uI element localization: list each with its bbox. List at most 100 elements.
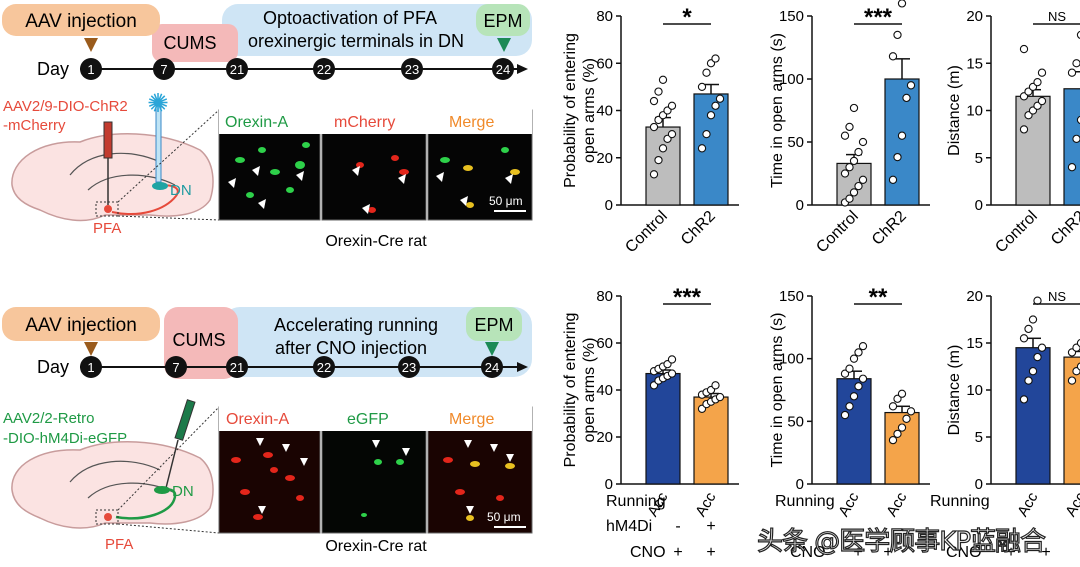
cell bbox=[285, 475, 295, 481]
y-axis-label: Probability of entering bbox=[562, 313, 579, 468]
virus-line2: -DIO-hM4Di-eGFP bbox=[3, 430, 127, 447]
data-point bbox=[1024, 376, 1033, 385]
x-tick-label: Acc bbox=[883, 489, 910, 520]
cells-merge bbox=[443, 457, 515, 521]
data-point bbox=[902, 93, 911, 103]
data-point bbox=[711, 381, 720, 390]
y-tick-label: 15 bbox=[966, 55, 983, 72]
scale-bar-label: 50 μm bbox=[489, 194, 523, 208]
data-point bbox=[1067, 163, 1077, 172]
virus-line1: AAV2/9-DIO-ChR2 bbox=[3, 98, 128, 115]
x-tick-label: ChR2 bbox=[869, 208, 910, 249]
timeline-arrowhead bbox=[517, 64, 528, 74]
arrowhead-icon bbox=[362, 204, 370, 214]
data-point bbox=[849, 103, 859, 113]
pfa-projection bbox=[111, 184, 179, 216]
arrowhead-icon bbox=[296, 171, 304, 181]
cell bbox=[356, 162, 364, 168]
phase-line1: Optoactivation of PFA bbox=[263, 8, 437, 28]
day-dot bbox=[313, 356, 335, 378]
data-point bbox=[1024, 324, 1033, 334]
image-label-merge: Merge bbox=[449, 114, 494, 131]
timeline-arrowhead bbox=[517, 362, 528, 372]
cell bbox=[496, 495, 504, 501]
data-point bbox=[849, 156, 859, 166]
cell bbox=[470, 461, 480, 467]
y-axis-label: Time in open arms (s) bbox=[769, 313, 786, 468]
watermark: 头条 @医学顾事KP蓝融合 bbox=[756, 526, 1046, 557]
day-number: 7 bbox=[160, 62, 167, 77]
data-point bbox=[854, 348, 863, 357]
y-tick-label: 100 bbox=[779, 351, 804, 368]
data-point bbox=[845, 364, 854, 373]
y-tick-label: 0 bbox=[605, 476, 613, 493]
data-point bbox=[897, 0, 907, 8]
data-point bbox=[888, 52, 898, 61]
data-point bbox=[893, 30, 902, 40]
day-label: Day bbox=[37, 59, 69, 79]
image-label-orexin: Orexin-A bbox=[226, 411, 289, 428]
cums-label: CUMS bbox=[173, 330, 226, 350]
pfa-region bbox=[104, 513, 112, 521]
arrowhead-icon bbox=[258, 199, 266, 209]
y-tick-label: 5 bbox=[975, 150, 983, 167]
data-point bbox=[893, 429, 902, 439]
cno-value: + bbox=[853, 544, 862, 561]
arrowhead-icon bbox=[505, 174, 513, 184]
x-tick-label: Acc bbox=[692, 489, 719, 520]
x-tick-label: Control bbox=[992, 208, 1040, 256]
cells-red bbox=[356, 155, 409, 213]
data-point bbox=[845, 122, 854, 132]
image-label-egfp: eGFP bbox=[347, 411, 389, 428]
aav-arrow bbox=[84, 38, 98, 52]
y-tick-label: 5 bbox=[975, 429, 983, 446]
aav-box bbox=[2, 307, 160, 341]
epm-arrow bbox=[497, 38, 511, 52]
cell bbox=[302, 142, 310, 148]
x-tick-label: Acc bbox=[835, 489, 862, 520]
top-timeline: AAV injection CUMS Optoactivation of PFA… bbox=[2, 4, 532, 80]
running-label: Running bbox=[930, 493, 990, 510]
y-tick-label: 15 bbox=[966, 335, 983, 352]
bar bbox=[884, 411, 920, 485]
day-dot bbox=[401, 58, 423, 80]
chart-bot-prob: 0 20 40 60 80 Probability of entering open arm… bbox=[562, 284, 739, 520]
data-point bbox=[715, 392, 725, 402]
image-label-merge: Merge bbox=[449, 411, 494, 428]
data-point bbox=[1067, 68, 1077, 77]
data-point bbox=[906, 407, 916, 416]
virus-line2: -mCherry bbox=[3, 117, 66, 134]
cell bbox=[258, 147, 266, 153]
significance-label: NS bbox=[1048, 289, 1066, 304]
arrowhead-icon bbox=[490, 444, 498, 452]
y-tick-label: 0 bbox=[796, 197, 804, 214]
data-point bbox=[854, 181, 863, 191]
cell bbox=[246, 192, 254, 198]
zoom-line bbox=[117, 406, 220, 511]
cell bbox=[374, 459, 382, 465]
data-point bbox=[702, 129, 711, 139]
arrowhead-icon bbox=[256, 438, 264, 446]
data-point bbox=[1033, 352, 1042, 362]
y-tick-label: 100 bbox=[779, 71, 804, 88]
cums-box bbox=[152, 24, 238, 62]
data-point bbox=[649, 170, 659, 179]
data-point bbox=[858, 374, 868, 383]
cell bbox=[399, 169, 409, 175]
day-dot bbox=[153, 58, 175, 80]
y-tick-label: 40 bbox=[596, 103, 613, 120]
phase-line1: Accelerating running bbox=[274, 315, 438, 335]
bar bbox=[645, 126, 681, 206]
image-caption: Orexin-Cre rat bbox=[325, 538, 427, 555]
cell bbox=[510, 169, 520, 175]
bottom-brain-schematic: AAV2/2-Retro -DIO-hM4Di-eGFP DN PFA bbox=[3, 399, 220, 553]
y-axis-label: Distance (m) bbox=[946, 65, 963, 156]
data-point bbox=[849, 354, 859, 363]
day-number: 1 bbox=[87, 360, 94, 375]
data-point bbox=[658, 144, 668, 153]
day-number: 22 bbox=[317, 62, 331, 77]
day-number: 1 bbox=[87, 62, 94, 77]
day-markers: 1 7 21 22 23 24 bbox=[80, 356, 503, 378]
y-axis-label: Distance (m) bbox=[946, 345, 963, 436]
pfa-label: PFA bbox=[93, 220, 121, 237]
